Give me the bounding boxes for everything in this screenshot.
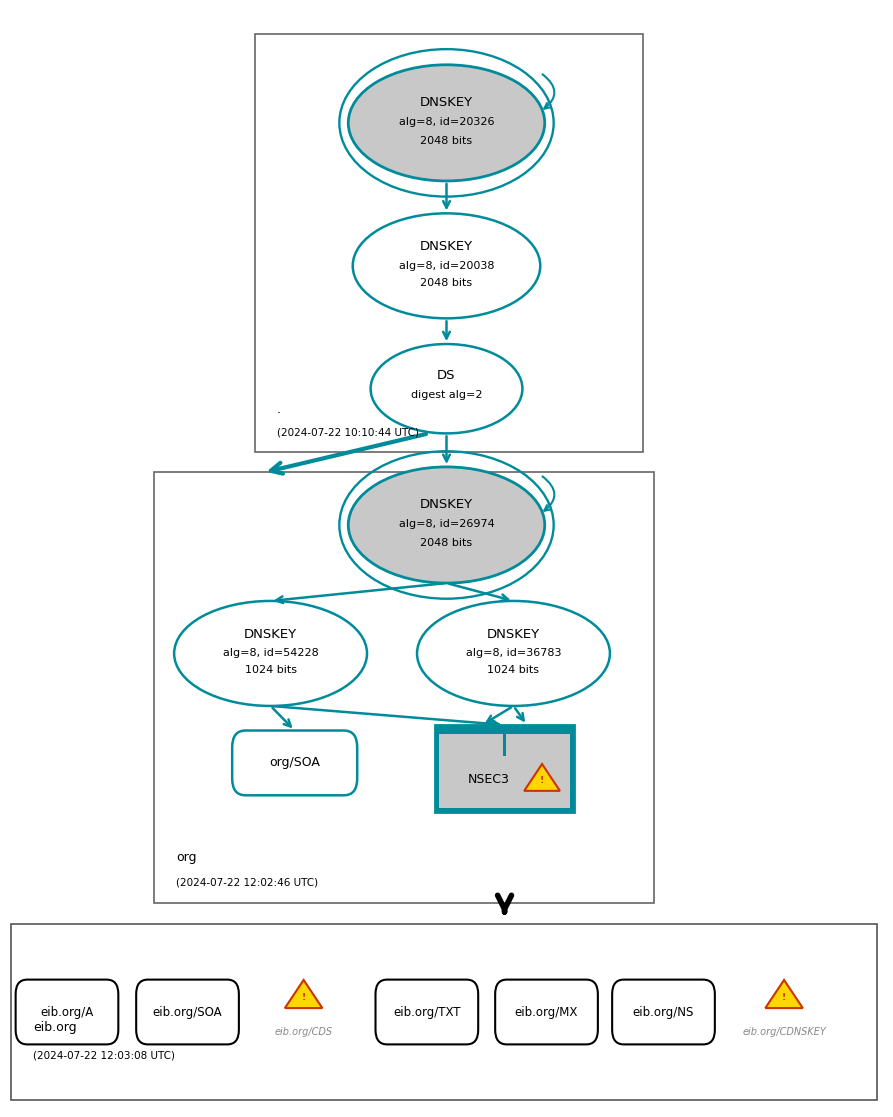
Text: (2024-07-22 12:02:46 UTC): (2024-07-22 12:02:46 UTC) bbox=[176, 878, 318, 887]
Text: 2048 bits: 2048 bits bbox=[421, 538, 472, 547]
Text: .: . bbox=[277, 403, 280, 417]
Text: eib.org/CDNSKEY: eib.org/CDNSKEY bbox=[742, 1028, 826, 1037]
Text: DS: DS bbox=[438, 369, 455, 382]
Ellipse shape bbox=[417, 601, 610, 706]
Text: alg=8, id=36783: alg=8, id=36783 bbox=[466, 649, 561, 658]
FancyBboxPatch shape bbox=[375, 980, 479, 1044]
Text: eib.org/MX: eib.org/MX bbox=[515, 1005, 578, 1019]
Polygon shape bbox=[524, 764, 560, 791]
FancyBboxPatch shape bbox=[15, 980, 118, 1044]
Ellipse shape bbox=[348, 467, 545, 583]
Text: NSEC3: NSEC3 bbox=[468, 773, 509, 786]
Text: digest alg=2: digest alg=2 bbox=[411, 391, 482, 400]
FancyBboxPatch shape bbox=[232, 731, 357, 795]
FancyBboxPatch shape bbox=[154, 472, 654, 903]
Text: eib.org/A: eib.org/A bbox=[40, 1005, 94, 1019]
FancyBboxPatch shape bbox=[438, 734, 503, 755]
Text: !: ! bbox=[540, 776, 544, 785]
FancyBboxPatch shape bbox=[506, 734, 570, 755]
Text: org/SOA: org/SOA bbox=[270, 756, 320, 770]
Text: eib.org/SOA: eib.org/SOA bbox=[153, 1005, 222, 1019]
Text: DNSKEY: DNSKEY bbox=[420, 240, 473, 254]
Text: !: ! bbox=[782, 993, 786, 1002]
FancyBboxPatch shape bbox=[11, 924, 877, 1100]
Text: alg=8, id=20326: alg=8, id=20326 bbox=[399, 117, 494, 126]
Text: 2048 bits: 2048 bits bbox=[421, 136, 472, 145]
FancyBboxPatch shape bbox=[435, 725, 573, 812]
Text: alg=8, id=20038: alg=8, id=20038 bbox=[399, 261, 494, 270]
Text: (2024-07-22 10:10:44 UTC): (2024-07-22 10:10:44 UTC) bbox=[277, 428, 419, 437]
Ellipse shape bbox=[371, 344, 522, 433]
Text: eib.org: eib.org bbox=[33, 1021, 77, 1034]
Ellipse shape bbox=[348, 65, 545, 181]
Text: alg=8, id=54228: alg=8, id=54228 bbox=[222, 649, 319, 658]
FancyBboxPatch shape bbox=[438, 755, 570, 808]
Text: eib.org/NS: eib.org/NS bbox=[633, 1005, 694, 1019]
Ellipse shape bbox=[174, 601, 367, 706]
Text: 2048 bits: 2048 bits bbox=[421, 278, 472, 287]
Text: org: org bbox=[176, 851, 196, 865]
Text: DNSKEY: DNSKEY bbox=[487, 628, 540, 641]
Text: 1024 bits: 1024 bits bbox=[245, 666, 296, 675]
Text: eib.org/TXT: eib.org/TXT bbox=[393, 1005, 461, 1019]
Text: 1024 bits: 1024 bits bbox=[488, 666, 539, 675]
Text: DNSKEY: DNSKEY bbox=[420, 498, 473, 512]
FancyBboxPatch shape bbox=[136, 980, 239, 1044]
Polygon shape bbox=[765, 980, 803, 1008]
FancyBboxPatch shape bbox=[255, 34, 643, 452]
Text: alg=8, id=26974: alg=8, id=26974 bbox=[398, 519, 495, 528]
Text: !: ! bbox=[302, 993, 305, 1002]
FancyBboxPatch shape bbox=[612, 980, 714, 1044]
Text: eib.org/CDS: eib.org/CDS bbox=[274, 1028, 333, 1037]
Ellipse shape bbox=[353, 213, 540, 318]
FancyBboxPatch shape bbox=[495, 980, 597, 1044]
Text: (2024-07-22 12:03:08 UTC): (2024-07-22 12:03:08 UTC) bbox=[33, 1051, 175, 1060]
Polygon shape bbox=[285, 980, 322, 1008]
Text: DNSKEY: DNSKEY bbox=[244, 628, 297, 641]
Text: DNSKEY: DNSKEY bbox=[420, 96, 473, 109]
